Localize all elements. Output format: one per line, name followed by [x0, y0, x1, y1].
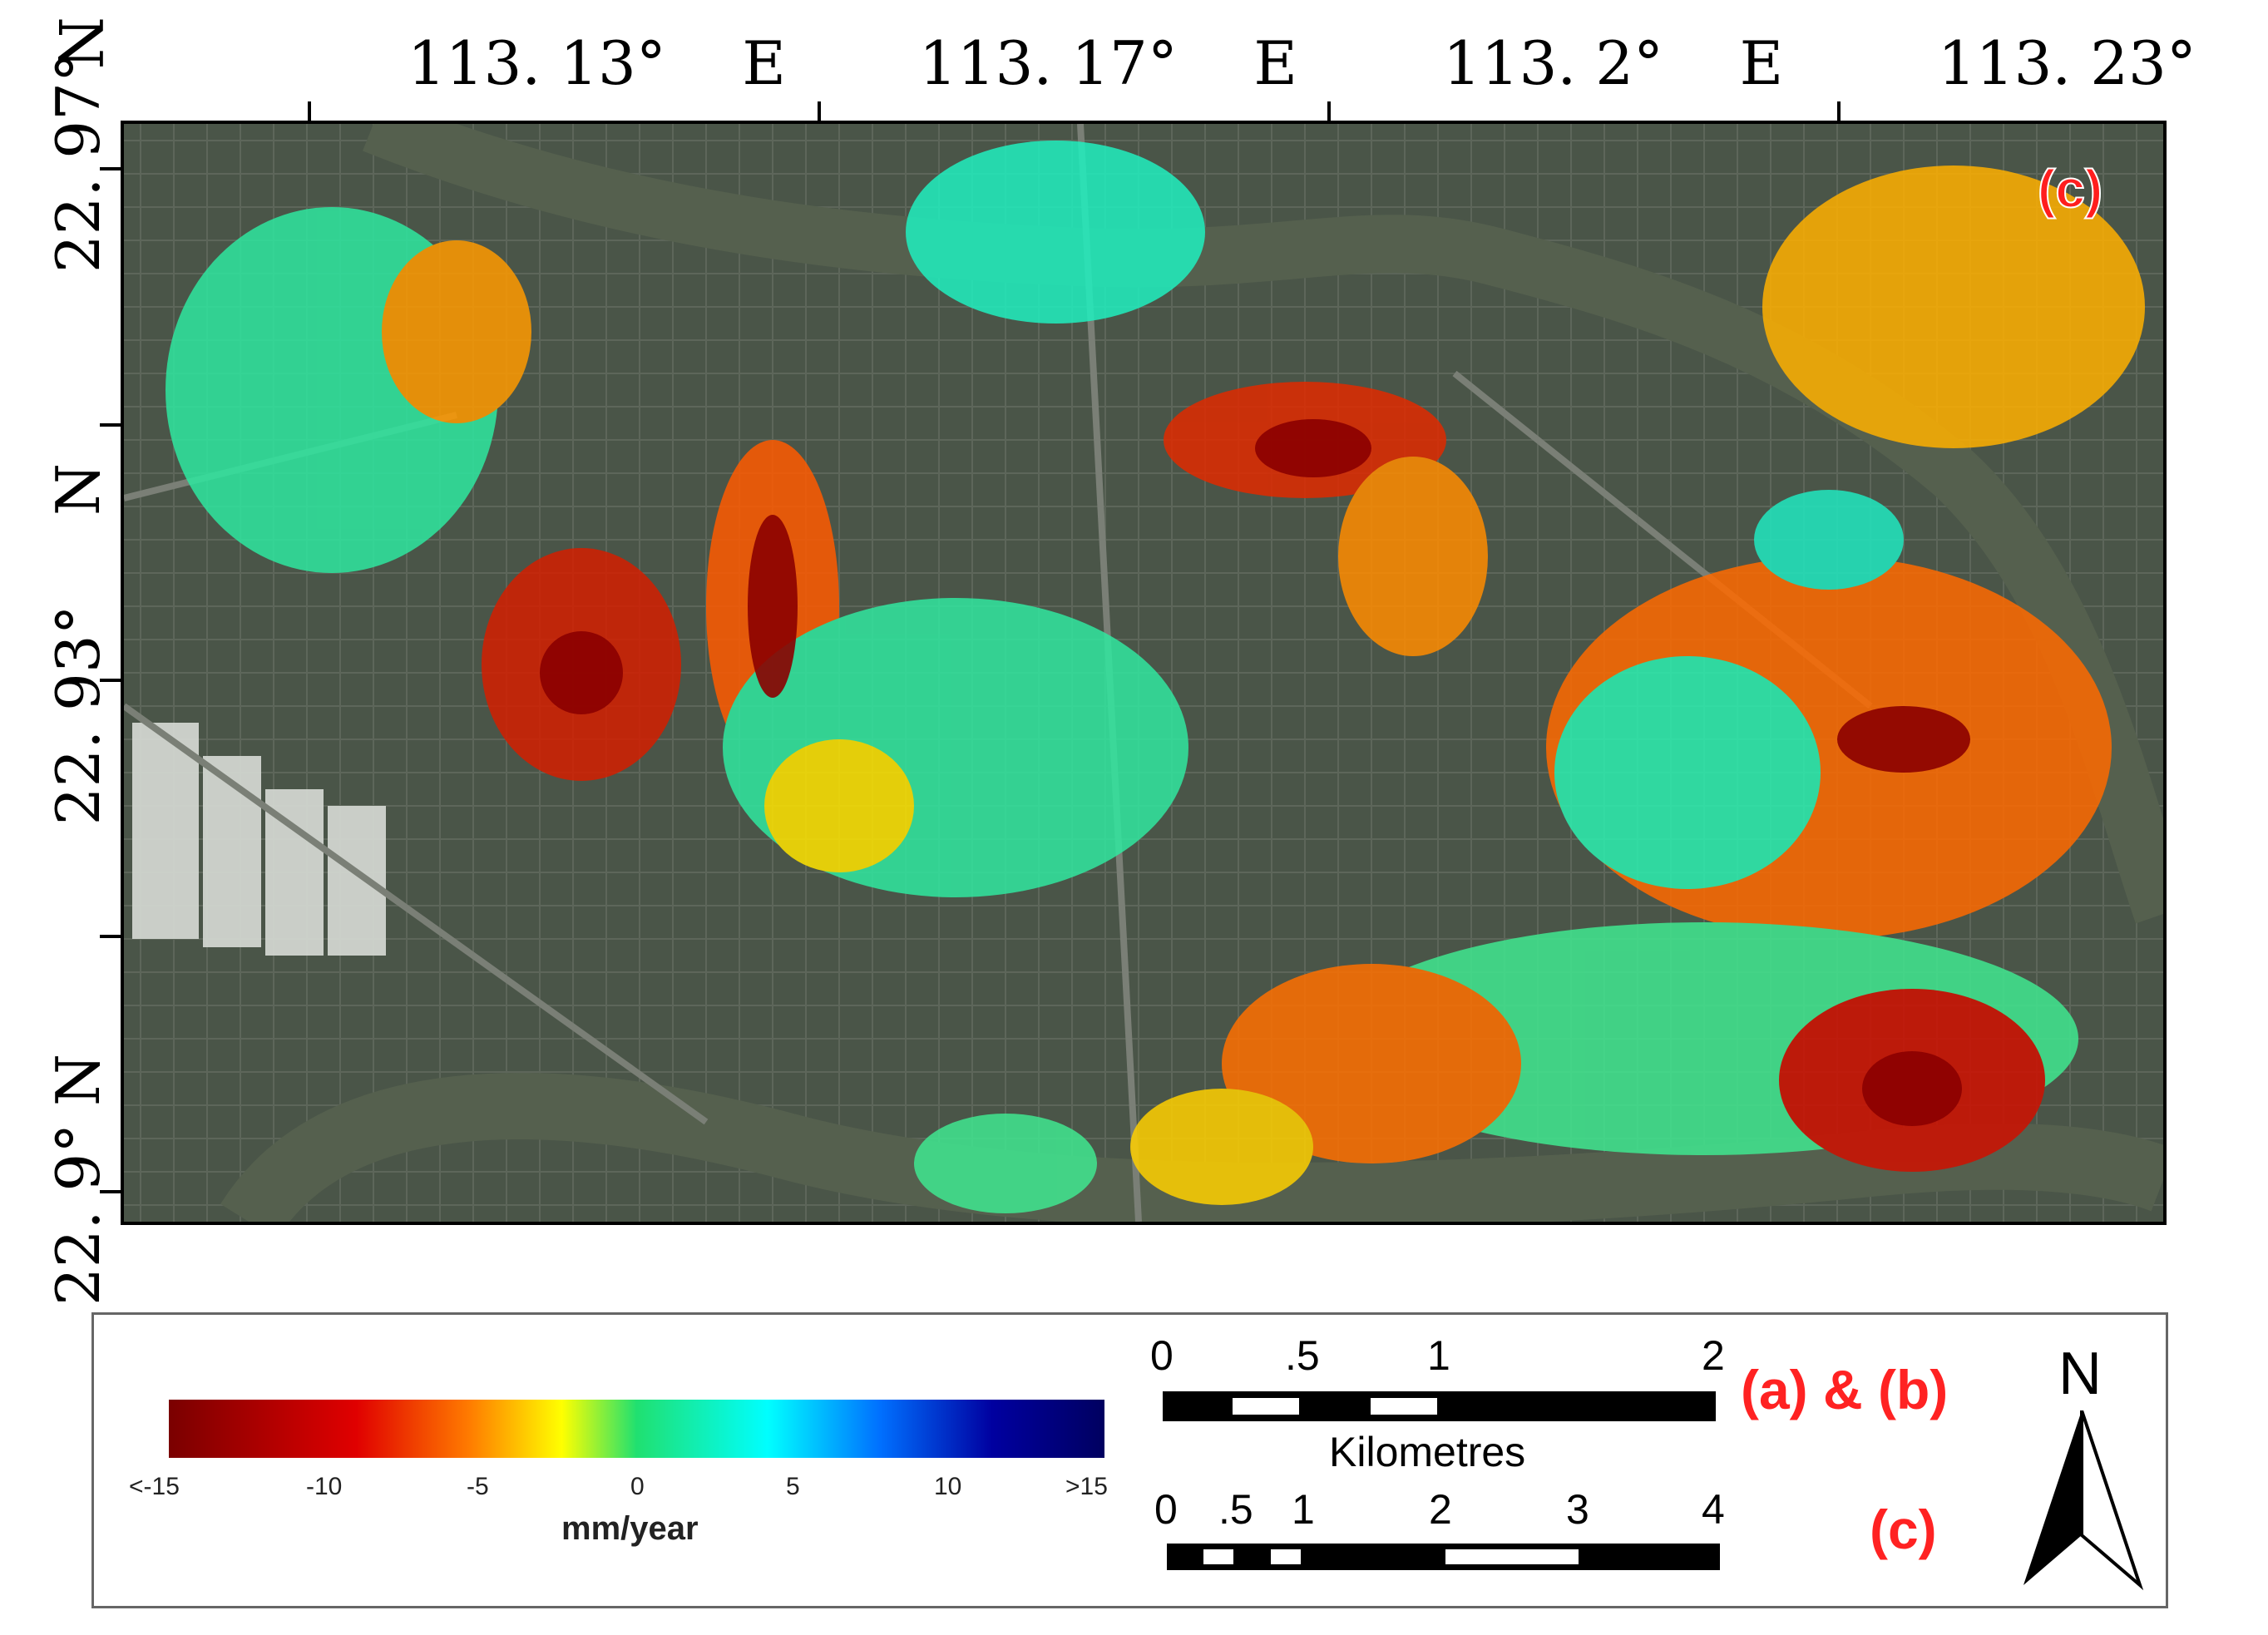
colorbar-tick-1: <-15	[129, 1473, 180, 1500]
colorbar	[169, 1400, 1104, 1458]
satellite-basemap	[124, 124, 2163, 1222]
panel-tag: (c)	[2037, 158, 2103, 220]
map-panel	[121, 121, 2167, 1225]
scale-bar-ab	[1163, 1391, 1716, 1421]
scale-c-num-4: 4	[1702, 1486, 1725, 1533]
scale-unit-label: Kilometres	[1329, 1429, 1526, 1475]
scale-c-num-0: 0	[1154, 1486, 1178, 1533]
scale-c-num-2: 2	[1429, 1486, 1452, 1533]
colorbar-unit: mm/year	[561, 1510, 699, 1547]
lon-label-1: 113. 13° E	[408, 28, 786, 98]
scale-ab-num-1: 1	[1427, 1332, 1450, 1379]
colorbar-tick-5: 5	[786, 1473, 800, 1500]
colorbar-tick-6: 10	[934, 1473, 962, 1500]
colorbar-tick-3: -5	[467, 1473, 489, 1500]
north-arrow-icon	[2023, 1410, 2144, 1591]
colorbar-tick-4: 0	[630, 1473, 645, 1500]
lon-label-4: 113. 23° E	[1938, 28, 2196, 98]
scale-c-num-05: .5	[1218, 1486, 1253, 1533]
lon-label-2: 113. 17° E	[919, 28, 1297, 98]
north-label: N	[2058, 1341, 2102, 1407]
lon-label-3: 113. 2° E	[1443, 28, 1784, 98]
legend-box: <-15 -10 -5 0 5 10 >15 mm/year 0 .5 1 2 …	[91, 1312, 2168, 1608]
scale-ab-label: (a) & (b)	[1741, 1359, 1949, 1420]
scale-c-num-1: 1	[1292, 1486, 1315, 1533]
scale-bar-c	[1167, 1544, 1720, 1570]
scale-ab-num-0: 0	[1150, 1332, 1174, 1379]
colorbar-tick-7: >15	[1065, 1473, 1108, 1500]
corner-n-label: N	[45, 17, 115, 69]
scale-ab-num-05: .5	[1285, 1332, 1320, 1379]
scale-c-num-3: 3	[1566, 1486, 1589, 1533]
scale-ab-num-2: 2	[1702, 1332, 1725, 1379]
scale-c-label: (c)	[1870, 1499, 1937, 1560]
colorbar-tick-2: -10	[306, 1473, 343, 1500]
